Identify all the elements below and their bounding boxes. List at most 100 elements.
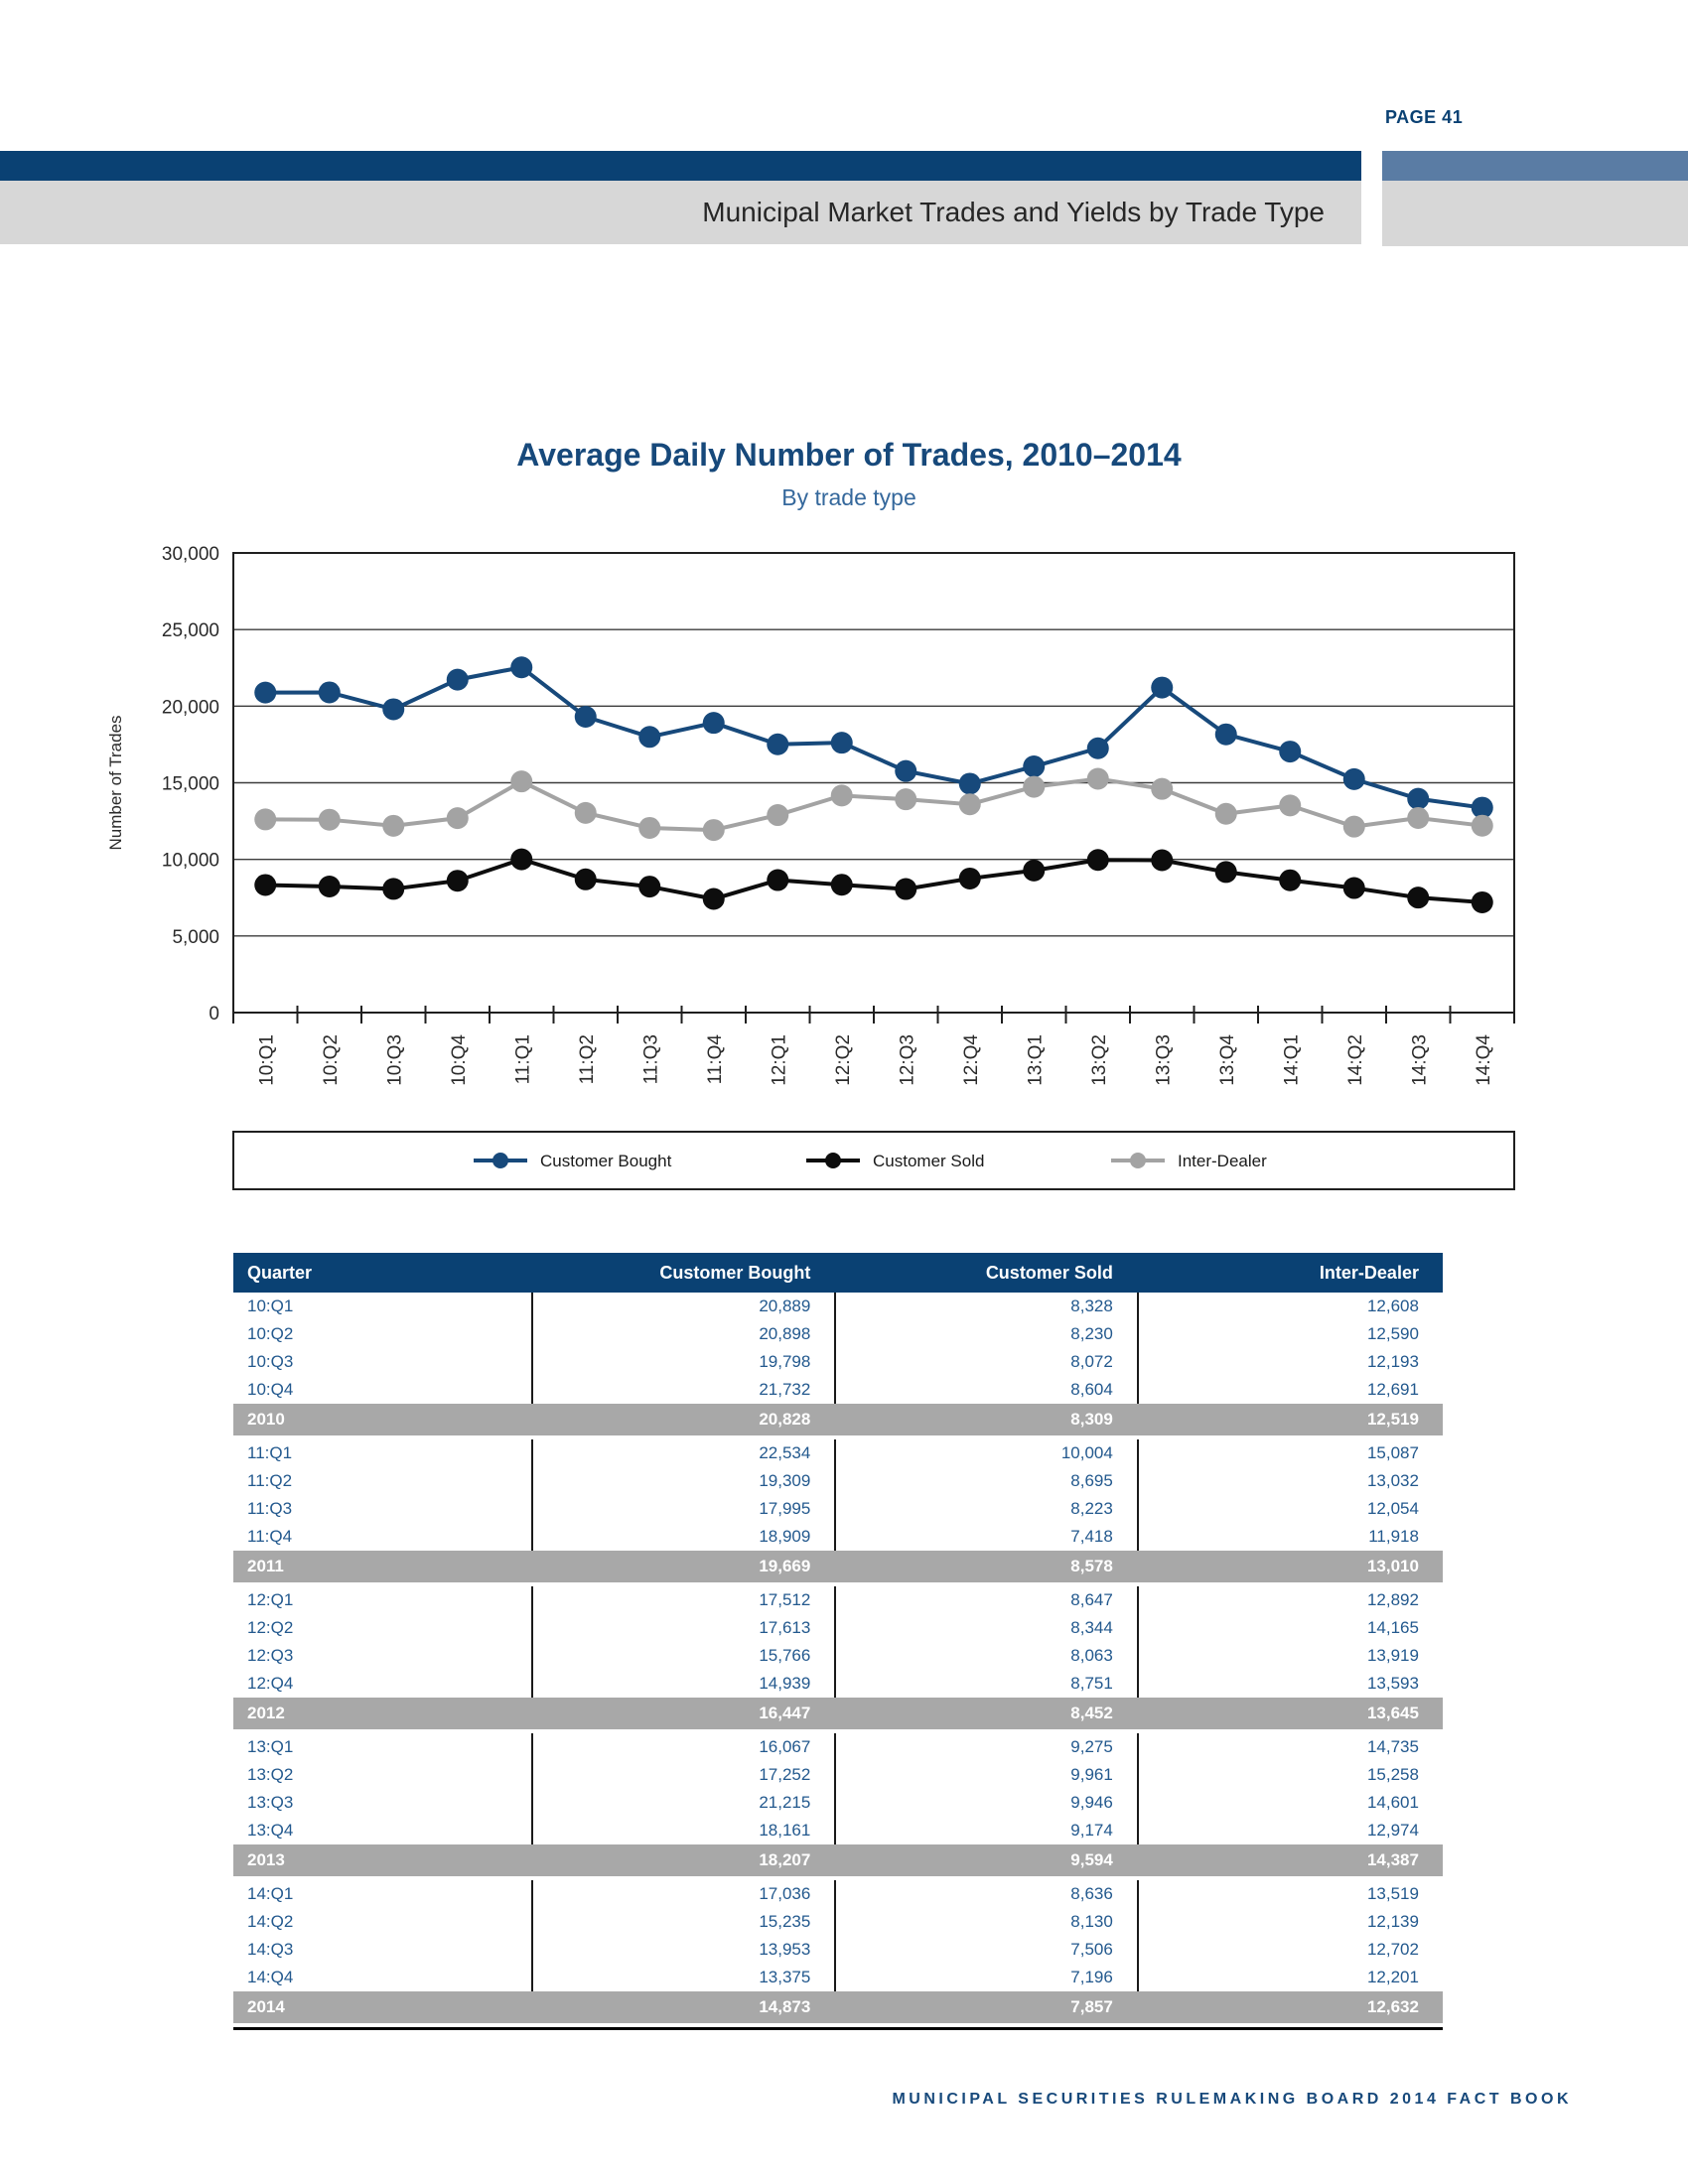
table-row: 10:Q1 20,889 8,328 12,608: [233, 1293, 1443, 1320]
svg-text:11:Q3: 11:Q3: [640, 1034, 661, 1084]
cell-quarter: 10:Q2: [247, 1324, 294, 1343]
cell-value: 13,375: [530, 1964, 835, 1991]
cell-value: 18,207: [759, 1850, 811, 1869]
cell-value: 7,418: [834, 1523, 1137, 1551]
cell-quarter: 2010: [247, 1410, 285, 1429]
cell-value: 13,953: [530, 1936, 835, 1964]
cell-value: 18,909: [530, 1523, 835, 1551]
table-body: 10:Q1 20,889 8,328 12,608 10:Q2 20,898 8,230 12…: [233, 1293, 1443, 2023]
table-row: 14:Q1 17,036 8,636 13,519: [233, 1880, 1443, 1908]
cell-value: 14,601: [1136, 1789, 1443, 1817]
cell-value: 9,961: [834, 1761, 1137, 1789]
cell-value: 8,328: [834, 1293, 1137, 1320]
svg-text:11:Q2: 11:Q2: [577, 1034, 598, 1084]
cell-value: 12,139: [1136, 1908, 1443, 1936]
cell-quarter: 13:Q2: [247, 1765, 294, 1784]
legend-entry-inter-dealer: Inter-Dealer: [1111, 1152, 1267, 1170]
cell-value: 7,506: [834, 1936, 1137, 1964]
x-axis-labels: 10:Q1 10:Q2 10:Q3 10:Q4 11:Q1 11:Q2 11:Q3 11:Q4…: [256, 1034, 1494, 1086]
cell-value: 13,519: [1136, 1880, 1443, 1908]
legend-label: Inter-Dealer: [1178, 1152, 1267, 1170]
cell-quarter: 10:Q3: [247, 1352, 294, 1371]
cell-value: 7,196: [834, 1964, 1137, 1991]
column-header-quarter: Quarter: [247, 1262, 313, 1283]
cell-value: 19,798: [530, 1348, 835, 1376]
cell-value: 20,828: [759, 1410, 811, 1429]
table-row: 13:Q4 18,161 9,174 12,974: [233, 1817, 1443, 1844]
legend-label: Customer Sold: [873, 1152, 984, 1170]
cell-quarter: 14:Q3: [247, 1940, 294, 1959]
cell-value: 17,512: [530, 1586, 835, 1614]
cell-value: 12,519: [1366, 1410, 1419, 1429]
table-row: 10:Q2 20,898 8,230 12,590: [233, 1320, 1443, 1348]
section-title: Municipal Market Trades and Yields by Tr…: [702, 197, 1325, 227]
cell-value: 10,004: [834, 1439, 1137, 1467]
svg-text:10:Q1: 10:Q1: [256, 1034, 277, 1086]
legend-entry-customer-bought: Customer Bought: [474, 1152, 672, 1170]
cell-value: 12,608: [1136, 1293, 1443, 1320]
legend-entry-customer-sold: Customer Sold: [806, 1152, 984, 1170]
cell-value: 17,036: [530, 1880, 835, 1908]
cell-value: 8,130: [834, 1908, 1137, 1936]
cell-quarter: 14:Q4: [247, 1968, 294, 1986]
cell-value: 16,067: [530, 1733, 835, 1761]
cell-quarter: 13:Q1: [247, 1737, 294, 1756]
cell-value: 12,974: [1136, 1817, 1443, 1844]
column-header-inter-dealer: Inter-Dealer: [1319, 1262, 1419, 1283]
table-summary-row: 2011 19,669 8,578 13,010: [233, 1551, 1443, 1582]
svg-text:14:Q1: 14:Q1: [1281, 1034, 1302, 1086]
cell-quarter: 12:Q3: [247, 1646, 294, 1665]
trades-line-chart: 0 5,000 10,000 15,000 20,000 25,000 30,000 10:Q…: [106, 544, 1515, 1190]
svg-text:12:Q4: 12:Q4: [961, 1034, 982, 1086]
cell-quarter: 10:Q4: [247, 1380, 294, 1399]
svg-text:14:Q2: 14:Q2: [1345, 1034, 1366, 1086]
cell-quarter: 11:Q2: [247, 1471, 293, 1490]
svg-text:30,000: 30,000: [162, 544, 219, 565]
cell-value: 14,387: [1366, 1850, 1419, 1869]
table-row: 10:Q4 21,732 8,604 12,691: [233, 1376, 1443, 1404]
svg-text:13:Q3: 13:Q3: [1153, 1034, 1174, 1086]
cell-value: 17,995: [530, 1495, 835, 1523]
cell-value: 9,174: [834, 1817, 1137, 1844]
table-row: 13:Q1 16,067 9,275 14,735: [233, 1733, 1443, 1761]
cell-value: 8,063: [834, 1642, 1137, 1670]
cell-value: 8,230: [834, 1320, 1137, 1348]
cell-quarter: 14:Q2: [247, 1912, 294, 1931]
cell-value: 20,889: [530, 1293, 835, 1320]
cell-value: 19,309: [530, 1467, 835, 1495]
svg-text:11:Q1: 11:Q1: [512, 1034, 533, 1084]
cell-value: 18,161: [530, 1817, 835, 1844]
cell-quarter: 13:Q3: [247, 1793, 294, 1812]
table-row: 11:Q4 18,909 7,418 11,918: [233, 1523, 1443, 1551]
cell-quarter: 12:Q4: [247, 1674, 294, 1693]
table-summary-row: 2010 20,828 8,309 12,519: [233, 1404, 1443, 1435]
cell-quarter: 12:Q2: [247, 1618, 294, 1637]
svg-text:20,000: 20,000: [162, 697, 219, 718]
cell-value: 8,578: [1070, 1557, 1113, 1575]
y-axis-labels: 0 5,000 10,000 15,000 20,000 25,000 30,000: [162, 544, 219, 1024]
header-navy-bar: [0, 151, 1361, 181]
section-title-band: Municipal Market Trades and Yields by Tr…: [0, 181, 1361, 244]
svg-text:10:Q2: 10:Q2: [321, 1034, 342, 1086]
svg-text:11:Q4: 11:Q4: [705, 1034, 726, 1085]
cell-value: 8,309: [1070, 1410, 1113, 1429]
svg-text:13:Q1: 13:Q1: [1025, 1034, 1046, 1086]
svg-text:10,000: 10,000: [162, 851, 219, 872]
cell-value: 12,193: [1136, 1348, 1443, 1376]
cell-value: 8,636: [834, 1880, 1137, 1908]
svg-text:10:Q4: 10:Q4: [449, 1034, 470, 1086]
cell-quarter: 11:Q3: [247, 1499, 293, 1518]
cell-value: 15,087: [1136, 1439, 1443, 1467]
cell-value: 8,452: [1070, 1704, 1113, 1722]
cell-value: 8,695: [834, 1467, 1137, 1495]
svg-text:25,000: 25,000: [162, 620, 219, 641]
chart-subtitle: By trade type: [781, 484, 916, 510]
column-header-customer-sold: Customer Sold: [985, 1262, 1113, 1283]
cell-value: 8,647: [834, 1586, 1137, 1614]
legend-box: [232, 1131, 1515, 1190]
cell-value: 13,593: [1136, 1670, 1443, 1698]
cell-value: 14,165: [1136, 1614, 1443, 1642]
table-row: 12:Q4 14,939 8,751 13,593: [233, 1670, 1443, 1698]
cell-quarter: 2013: [247, 1850, 285, 1869]
table-row: 11:Q2 19,309 8,695 13,032: [233, 1467, 1443, 1495]
